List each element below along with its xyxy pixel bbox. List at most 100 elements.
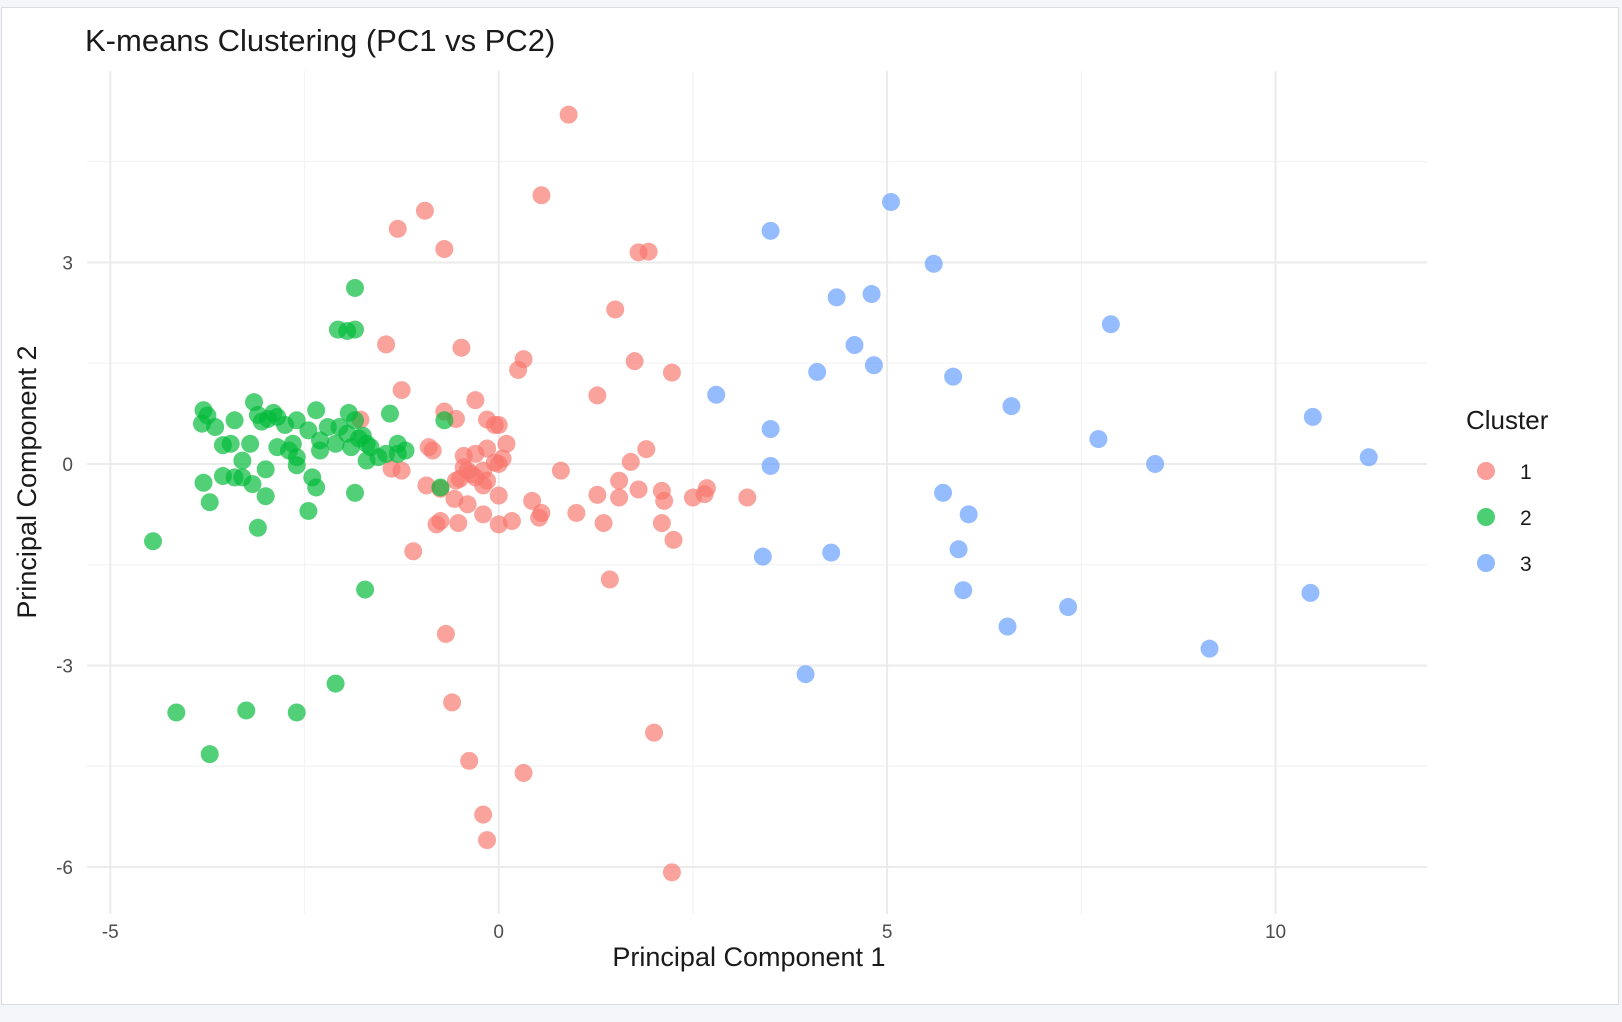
legend-label-3: 3 <box>1520 553 1532 576</box>
cluster-1-point <box>435 240 454 259</box>
cluster-1-point <box>466 444 485 463</box>
cluster-1-point <box>485 415 504 434</box>
cluster-3-point <box>1200 639 1219 658</box>
cluster-1-point <box>625 352 644 371</box>
cluster-2-point <box>233 451 252 470</box>
cluster-1-point <box>388 219 407 238</box>
grid-lines <box>87 71 1427 914</box>
cluster-2-point <box>256 460 275 479</box>
cluster-3-point <box>808 362 827 381</box>
cluster-1-point <box>621 452 640 471</box>
cluster-1-point <box>655 491 674 510</box>
cluster-3-point <box>761 420 780 439</box>
cluster-1-point <box>474 476 493 495</box>
y-tick-label: -6 <box>56 858 73 879</box>
cluster-2-point <box>346 278 364 297</box>
cluster-2-point <box>326 434 345 453</box>
cluster-1-point <box>392 461 411 480</box>
cluster-2-point <box>287 703 306 722</box>
cluster-2-point <box>237 701 256 720</box>
cluster-1-point <box>738 488 757 507</box>
cluster-2-point <box>431 478 450 497</box>
cluster-3-point <box>827 288 846 307</box>
cluster-2-point <box>213 436 232 455</box>
cluster-2-point <box>243 475 262 494</box>
cluster-1-point <box>594 514 613 533</box>
cluster-3-point <box>761 221 780 240</box>
cluster-1-point <box>458 495 477 514</box>
cluster-2-point <box>388 444 407 463</box>
legend: Cluster 1 2 3 <box>1466 405 1549 576</box>
cluster-1-point <box>697 479 716 498</box>
cluster-1-point <box>610 471 629 490</box>
legend-label-1: 1 <box>1520 461 1532 484</box>
chart-title: K-means Clustering (PC1 vs PC2) <box>85 23 555 58</box>
cluster-1-point <box>559 105 578 124</box>
cluster-3-point <box>796 665 815 684</box>
y-axis-ticks: -6 -3 0 3 <box>56 253 73 879</box>
cluster-1-point <box>436 624 455 643</box>
cluster-3-point <box>1002 397 1021 416</box>
cluster-1-point <box>417 476 436 495</box>
cluster-1-point <box>502 512 521 531</box>
cluster-2-point <box>144 532 163 551</box>
cluster-2-point <box>346 483 364 502</box>
cluster-3-point <box>934 483 953 502</box>
cluster-1-point <box>652 514 671 533</box>
cluster-3-point <box>1059 598 1078 617</box>
cluster-1-point <box>449 514 468 533</box>
cluster-2-point <box>287 456 306 475</box>
cluster-1-point <box>662 863 681 882</box>
cluster-1-point <box>509 360 528 379</box>
cluster-1-point <box>532 186 551 205</box>
cluster-1-point <box>431 512 450 531</box>
cluster-3-point <box>1146 454 1165 473</box>
cluster-3-point <box>761 456 780 475</box>
cluster-1-point <box>645 723 664 742</box>
cluster-2-point <box>299 501 318 520</box>
cluster-3-point <box>753 547 772 566</box>
x-tick-label: -5 <box>102 922 119 943</box>
cluster-3-point <box>924 254 943 273</box>
cluster-2-point <box>356 580 375 599</box>
cluster-1-point <box>639 242 658 261</box>
x-tick-label: 0 <box>493 922 504 943</box>
cluster-2-point <box>299 421 318 440</box>
cluster-3-point <box>1301 583 1320 602</box>
cluster-1-point <box>415 201 434 220</box>
cluster-1-point <box>489 486 508 505</box>
cluster-3-point <box>1089 430 1108 449</box>
cluster-3-point <box>1359 448 1378 467</box>
cluster-2-point <box>311 441 330 460</box>
cluster-3-point <box>949 540 968 559</box>
cluster-3-point <box>1101 315 1120 334</box>
cluster-2-point <box>206 418 225 437</box>
cluster-3-point <box>1303 407 1322 426</box>
cluster-1-point <box>474 805 493 824</box>
cluster-1-point <box>610 488 629 507</box>
cluster-1-point <box>606 300 625 319</box>
data-points <box>144 105 1378 882</box>
cluster-2-point <box>225 411 244 430</box>
cluster-1-point <box>446 471 465 490</box>
x-tick-label: 5 <box>882 922 893 943</box>
cluster-1-point <box>497 434 516 453</box>
x-axis-ticks: -5 0 5 10 <box>102 922 1286 943</box>
cluster-3-point <box>998 617 1017 636</box>
cluster-1-point <box>392 381 411 400</box>
cluster-3-point <box>822 543 841 562</box>
cluster-3-point <box>864 356 883 375</box>
cluster-2-point <box>346 320 364 339</box>
cluster-1-point <box>443 693 462 712</box>
cluster-2-point <box>287 411 306 430</box>
y-tick-label: -3 <box>56 656 73 677</box>
cluster-2-point <box>256 487 275 506</box>
cluster-1-point <box>588 485 607 504</box>
legend-key-2 <box>1477 508 1495 526</box>
cluster-1-point <box>514 763 533 782</box>
cluster-2-point <box>380 404 399 423</box>
legend-key-3 <box>1477 554 1495 572</box>
cluster-2-point <box>307 478 326 497</box>
cluster-1-point <box>588 386 607 405</box>
cluster-1-point <box>423 441 442 460</box>
